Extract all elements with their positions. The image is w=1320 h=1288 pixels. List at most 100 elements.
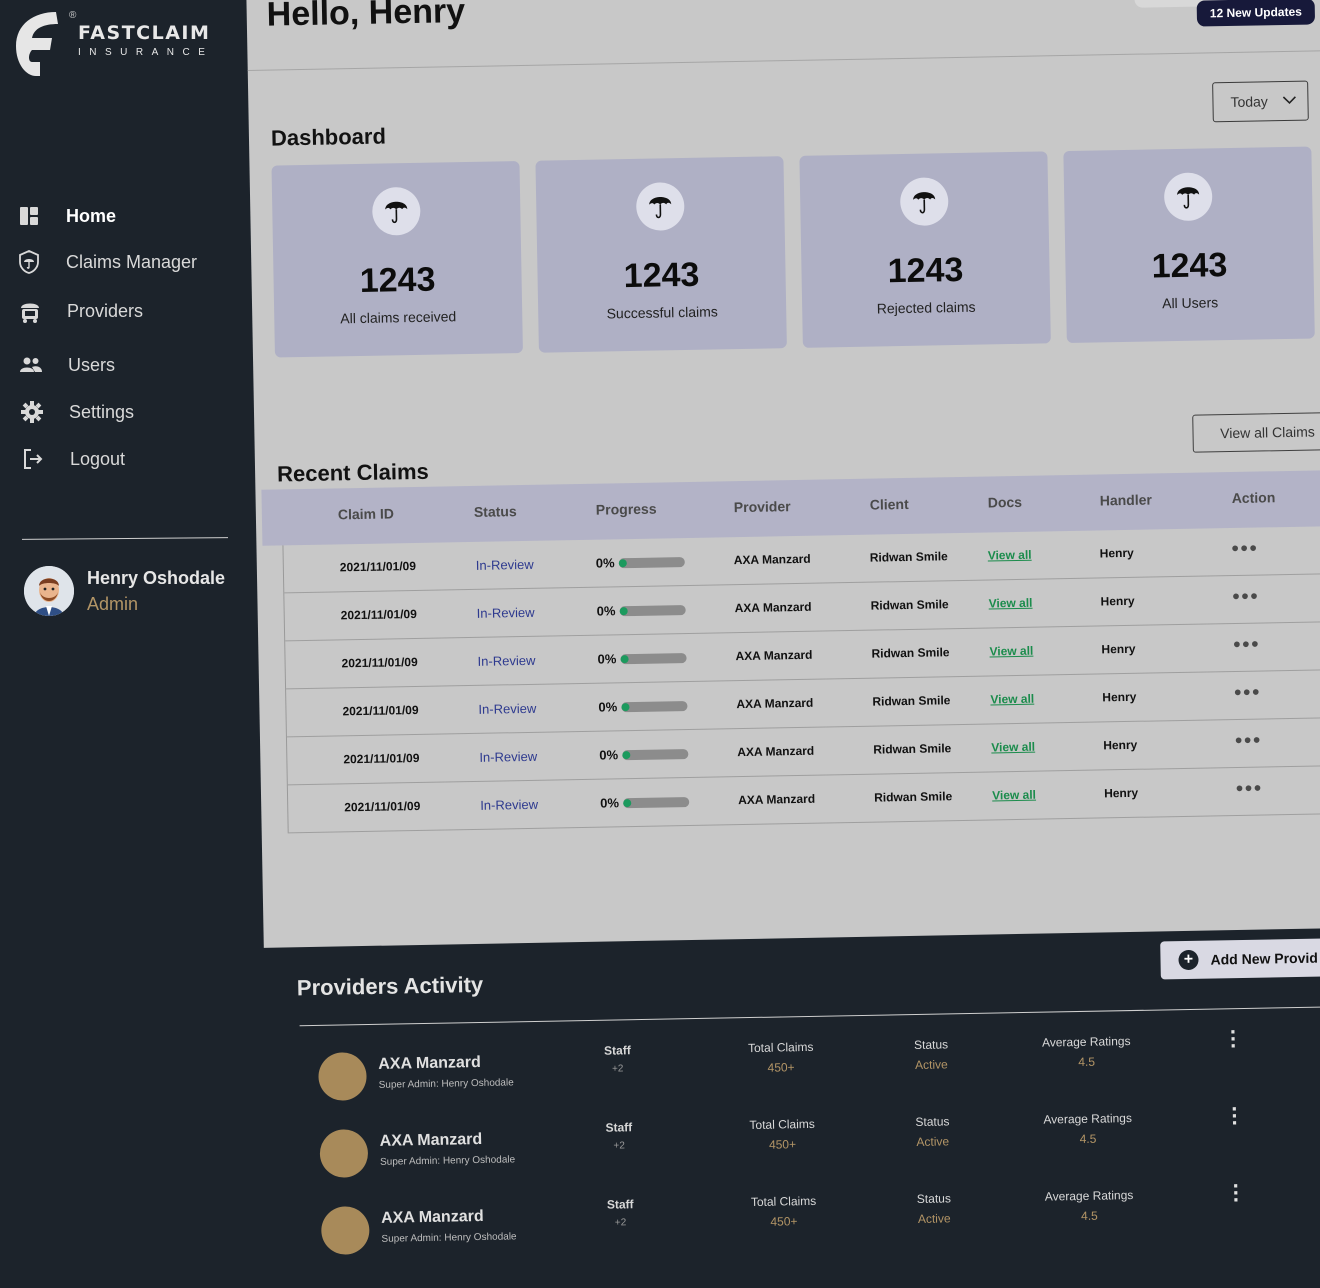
- client-name: Ridwan Smile: [873, 741, 952, 757]
- client-name: Ridwan Smile: [874, 789, 953, 805]
- handler-name: Henry: [1103, 785, 1139, 801]
- umbrella-icon: [899, 177, 949, 227]
- umbrella-icon: [1163, 172, 1213, 222]
- users-icon: [18, 352, 44, 378]
- row-action-menu[interactable]: •••: [1234, 729, 1263, 752]
- user-profile[interactable]: Henry Oshodale Admin: [24, 566, 225, 616]
- provider-ratings: Average Ratings 4.5: [1042, 1034, 1131, 1070]
- total-claims-value: 450+: [767, 1060, 795, 1075]
- stat-card-claims-received[interactable]: 1243 All claims received: [271, 161, 523, 358]
- column-header: Docs: [987, 493, 1023, 511]
- status-value: Active: [916, 1134, 950, 1150]
- more-vertical-icon[interactable]: · · ·: [1229, 1019, 1238, 1059]
- docs-view-all-link[interactable]: View all: [987, 547, 1032, 563]
- sidebar-item-claims-manager[interactable]: Claims Manager: [16, 244, 197, 280]
- progress-cell: 0%: [598, 698, 688, 715]
- provider-status: Status Active: [914, 1037, 949, 1072]
- staff-label: Staff: [605, 1120, 633, 1135]
- provider-total-claims: Total Claims 450+: [751, 1194, 817, 1229]
- progress-bar: [619, 604, 686, 616]
- provider-name: AXA Manzard: [378, 1053, 481, 1073]
- client-name: Ridwan Smile: [870, 597, 949, 613]
- sidebar-item-providers[interactable]: Providers: [17, 293, 143, 329]
- docs-view-all-link[interactable]: View all: [991, 739, 1036, 755]
- progress-value: 0%: [599, 747, 619, 763]
- providers-activity-title: Providers Activity: [296, 971, 484, 1001]
- sidebar-item-label: Users: [68, 354, 116, 375]
- avatar: [24, 566, 74, 616]
- brand-subtitle: INSURANCE: [78, 47, 214, 58]
- sidebar-divider: [21, 537, 229, 540]
- claim-id: 2021/11/01/09: [341, 654, 418, 671]
- date-filter-select[interactable]: Today: [1212, 80, 1309, 123]
- add-new-provider-button[interactable]: + Add New Provid: [1160, 937, 1320, 980]
- stat-value: 1243: [359, 260, 436, 300]
- ratings-value: 4.5: [1080, 1208, 1098, 1223]
- more-vertical-icon[interactable]: · · ·: [1232, 1173, 1241, 1213]
- total-claims-label: Total Claims: [750, 1193, 817, 1210]
- stat-card-successful-claims[interactable]: 1243 Successful claims: [535, 156, 787, 353]
- row-action-menu[interactable]: •••: [1235, 777, 1264, 800]
- claim-id: 2021/11/01/09: [344, 798, 421, 815]
- status-value: Active: [914, 1057, 948, 1073]
- sidebar-item-settings[interactable]: Settings: [19, 394, 134, 430]
- row-action-menu[interactable]: •••: [1232, 585, 1260, 609]
- column-header: Status: [473, 503, 517, 520]
- stat-card-all-users[interactable]: 1243 All Users: [1063, 146, 1315, 344]
- progress-cell: 0%: [599, 746, 689, 763]
- progress-bar: [622, 796, 690, 808]
- progress-bar: [621, 700, 688, 712]
- total-claims-label: Total Claims: [747, 1039, 814, 1056]
- sidebar-item-home[interactable]: Home: [16, 198, 116, 234]
- row-action-menu[interactable]: •••: [1234, 681, 1262, 705]
- progress-cell: 0%: [600, 794, 690, 811]
- more-vertical-icon[interactable]: · · ·: [1231, 1096, 1240, 1136]
- updates-badge[interactable]: 12 New Updates: [1196, 0, 1316, 27]
- docs-view-all-link[interactable]: View all: [990, 691, 1035, 707]
- staff-count: +2: [613, 1140, 625, 1152]
- logo: FASTCLAIM INSURANCE ®: [6, 6, 213, 80]
- ratings-label: Average Ratings: [1044, 1188, 1134, 1204]
- client-name: Ridwan Smile: [872, 693, 951, 709]
- sidebar-item-label: Settings: [69, 401, 135, 422]
- providers-divider: [299, 1005, 1320, 1027]
- provider-status: Status Active: [915, 1114, 950, 1149]
- progress-bar: [620, 652, 687, 664]
- staff-label: Staff: [603, 1043, 631, 1058]
- progress-value: 0%: [598, 699, 618, 715]
- sidebar-item-users[interactable]: Users: [18, 347, 115, 383]
- sidebar-item-logout[interactable]: Logout: [20, 441, 125, 477]
- ratings-label: Average Ratings: [1043, 1111, 1133, 1127]
- docs-view-all-link[interactable]: View all: [988, 595, 1033, 611]
- status-badge: In-Review: [478, 700, 537, 717]
- brand-name: FASTCLAIM: [78, 22, 211, 44]
- stat-card-rejected-claims[interactable]: 1243 Rejected claims: [799, 151, 1051, 348]
- provider-admin: Super Admin: Henry Oshodale: [381, 1231, 517, 1245]
- shield-umbrella-icon: [16, 249, 42, 275]
- row-action-menu[interactable]: •••: [1233, 633, 1261, 657]
- provider-row[interactable]: AXA Manzard Super Admin: Henry Oshodale …: [301, 1096, 1320, 1188]
- provider-row[interactable]: AXA Manzard Super Admin: Henry Oshodale …: [303, 1173, 1320, 1265]
- stat-value: 1243: [623, 255, 700, 296]
- docs-view-all-link[interactable]: View all: [989, 643, 1034, 659]
- recent-claims-title: Recent Claims: [276, 458, 429, 487]
- profile-name: Henry Oshodale: [87, 567, 226, 588]
- handler-name: Henry: [1102, 689, 1137, 705]
- client-name: Ridwan Smile: [871, 645, 950, 661]
- claims-table-body: 2021/11/01/09 In-Review 0% AXA Manzard R…: [282, 525, 1320, 834]
- sidebar-item-label: Claims Manager: [66, 251, 198, 272]
- view-all-claims-button[interactable]: View all Claims: [1192, 411, 1320, 453]
- provider-staff: Staff +2: [604, 1043, 631, 1074]
- provider-name: AXA Manzard: [736, 695, 814, 712]
- provider-row[interactable]: AXA Manzard Super Admin: Henry Oshodale …: [300, 1019, 1320, 1111]
- progress-bar: [618, 556, 685, 568]
- staff-label: Staff: [606, 1197, 634, 1212]
- status-label: Status: [915, 1114, 950, 1130]
- provider-name: AXA Manzard: [733, 551, 811, 568]
- docs-view-all-link[interactable]: View all: [992, 787, 1037, 803]
- sidebar-item-label: Home: [66, 205, 117, 226]
- column-header: Action: [1231, 489, 1276, 507]
- progress-value: 0%: [597, 651, 617, 667]
- row-action-menu[interactable]: •••: [1231, 537, 1259, 561]
- handler-name: Henry: [1101, 641, 1136, 657]
